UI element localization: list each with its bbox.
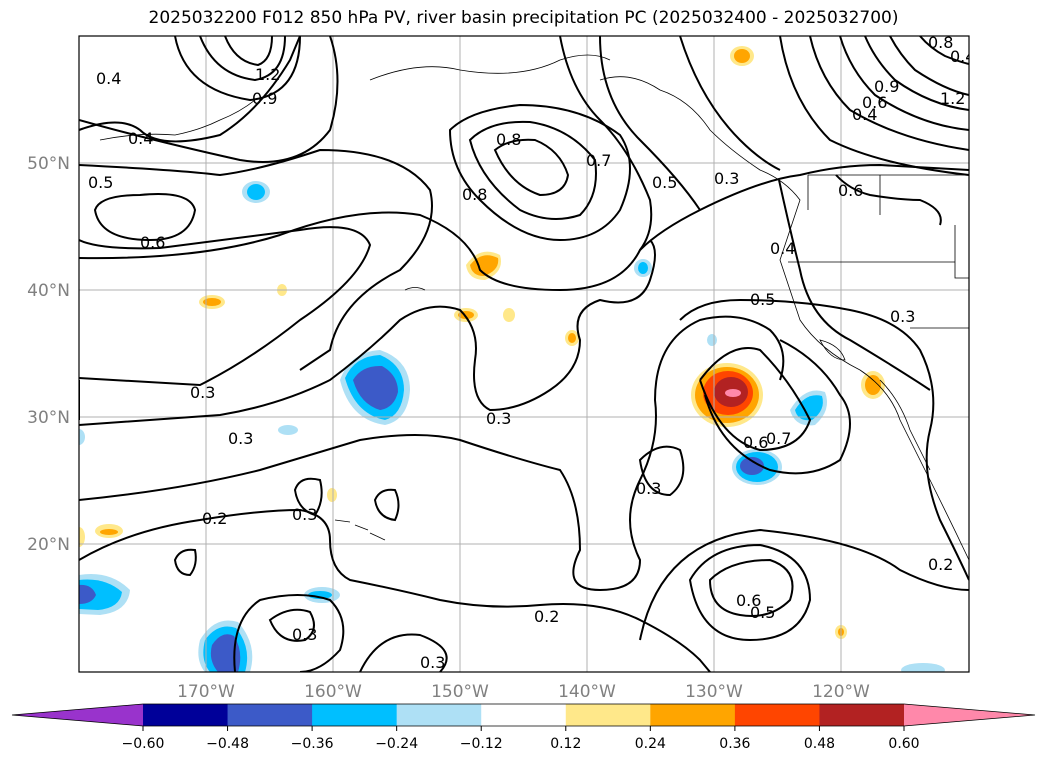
precip-shading: [79, 46, 945, 672]
contour-label: 0.4: [770, 239, 795, 258]
contour-label: 0.3: [292, 625, 317, 644]
pos-anomaly-blob: [865, 375, 881, 395]
lon-labels: 170°W 160°W 150°W 140°W 130°W 120°W: [177, 682, 870, 702]
neg-anomaly-blob: [901, 663, 945, 672]
contour-label: 0.5: [652, 173, 677, 192]
contour-label: 0.5: [88, 173, 113, 192]
lon-label: 170°W: [177, 682, 235, 702]
contour-labels: 0.4 1.2 0.9 0.8 0.4 0.5 0.6 0.8 0.7 0.5 …: [88, 33, 975, 672]
colorbar-tick-label: −0.60: [122, 736, 165, 752]
neg-anomaly-blob: [795, 395, 823, 421]
contour-label: 0.8: [496, 130, 521, 149]
colorbar-segment: [734, 704, 820, 726]
neg-anomaly-blob: [740, 457, 764, 475]
pos-anomaly-blob: [203, 298, 221, 306]
colorbar-segment: [143, 704, 229, 726]
contour-label: 0.8: [462, 185, 487, 204]
colorbar-segment: [396, 704, 482, 726]
contour-label: 0.2: [534, 607, 559, 626]
colorbar-segment: [481, 704, 567, 726]
colorbar-segment: [227, 704, 313, 726]
colorbar-segment: [650, 704, 736, 726]
neg-anomaly-blob: [247, 184, 265, 200]
colorbar-extend-low: [12, 704, 143, 726]
contour-label: 0.8: [928, 33, 953, 52]
graticule: [79, 36, 969, 672]
map-border: [78, 35, 970, 673]
coastlines: [99, 54, 969, 561]
contour-label: 0.3: [228, 429, 253, 448]
contour-label: 0.7: [766, 429, 791, 448]
colorbar-tick-label: 0.24: [635, 736, 666, 752]
contour-label: 0.3: [714, 169, 739, 188]
lon-label: 120°W: [812, 682, 870, 702]
map-title: 2025032200 F012 850 hPa PV, river basin …: [148, 8, 899, 28]
contour-label: 1.2: [255, 65, 280, 84]
contour-label: 0.3: [486, 409, 511, 428]
pos-anomaly-blob: [79, 527, 85, 547]
contour-label: 0.6: [736, 591, 761, 610]
pos-anomaly-blob: [503, 308, 515, 322]
contour-label: 0.3: [420, 653, 445, 672]
contour-label: 0.9: [874, 77, 899, 96]
contour-label: 0.3: [190, 383, 215, 402]
contour-label: 0.5: [750, 290, 775, 309]
colorbar-segment: [565, 704, 651, 726]
contour-label: 0.3: [292, 505, 317, 524]
colorbar-extend-high: [904, 704, 1035, 726]
contour-label: 0.4: [950, 47, 975, 66]
neg-anomaly-blob: [707, 334, 717, 346]
neg-anomaly-blob: [353, 365, 398, 410]
contour-label: 0.2: [928, 555, 953, 574]
pos-anomaly-blob: [568, 333, 576, 343]
contour-label: 0.6: [838, 181, 863, 200]
contour-label: 0.5: [750, 603, 775, 622]
colorbar-tick-label: 0.48: [804, 736, 835, 752]
colorbar-tick-label: 0.60: [888, 736, 919, 752]
colorbar-segment: [312, 704, 398, 726]
contour-label: 0.6: [140, 233, 165, 252]
contour-label: 0.9: [252, 89, 277, 108]
lat-labels: 50°N 40°N 30°N 20°N: [27, 154, 70, 555]
contour-label: 0.6: [743, 433, 768, 452]
lon-label: 130°W: [685, 682, 743, 702]
lat-label: 50°N: [27, 154, 70, 174]
contour-label: 0.3: [636, 479, 661, 498]
colorbar-tick-label: −0.12: [460, 736, 503, 752]
colorbar-tick-label: −0.36: [291, 736, 334, 752]
pos-anomaly-blob: [100, 529, 118, 535]
colorbar-tick-label: −0.24: [375, 736, 418, 752]
lon-label: 140°W: [558, 682, 616, 702]
lon-label: 150°W: [431, 682, 489, 702]
lon-label: 160°W: [304, 682, 362, 702]
contour-label: 1.2: [940, 89, 965, 108]
lat-label: 40°N: [27, 281, 70, 301]
pos-anomaly-blob: [725, 389, 741, 397]
pv-contours: [79, 36, 969, 672]
contour-label: 0.2: [202, 509, 227, 528]
contour-label: 0.4: [96, 69, 121, 88]
map-area: [79, 36, 969, 672]
colorbar-tick-label: −0.48: [206, 736, 249, 752]
neg-anomaly-blob: [638, 262, 648, 274]
contour-label: 0.4: [852, 105, 877, 124]
pos-anomaly-blob: [734, 49, 750, 63]
neg-anomaly-blob: [278, 425, 298, 435]
colorbar-tick-label: 0.36: [719, 736, 750, 752]
colorbar-tick-label: 0.12: [550, 736, 581, 752]
contour-label: 0.4: [128, 129, 153, 148]
colorbar-segment: [819, 704, 905, 726]
contour-label: 0.6: [862, 93, 887, 112]
pos-anomaly-blob: [327, 488, 337, 502]
lat-label: 30°N: [27, 408, 70, 428]
lat-label: 20°N: [27, 535, 70, 555]
neg-anomaly-blob: [79, 584, 96, 604]
contour-label: 0.3: [890, 307, 915, 326]
contour-label: 0.7: [586, 151, 611, 170]
neg-anomaly-blob: [79, 429, 85, 445]
neg-anomaly-blob: [210, 634, 241, 672]
colorbar: −0.60 −0.48 −0.36 −0.24 −0.12 0.12 0.24 0.36 0.4…: [11, 703, 1036, 752]
